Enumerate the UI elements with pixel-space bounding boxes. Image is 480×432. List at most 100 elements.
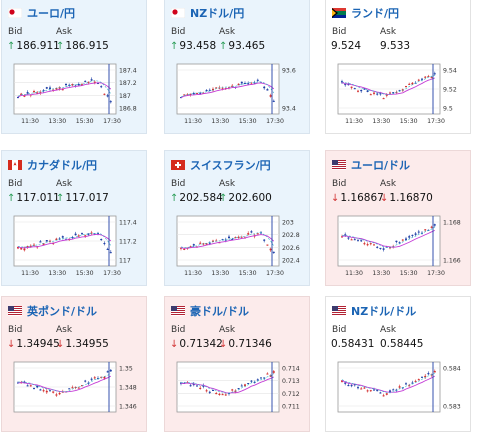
bid-value-group: ↓1.16867 [331, 192, 384, 204]
candle-body [93, 377, 96, 379]
candle-body [106, 371, 109, 373]
candle-body [17, 97, 19, 99]
candle-body [385, 94, 388, 96]
rate-card[interactable]: ランド/円 Bid Ask 9.524 9.533 9.54 9.52 9.5 11:30 13:… [325, 0, 471, 134]
currency-pair-link[interactable]: 英ポンド/ドル [8, 303, 97, 319]
candle-body [382, 248, 385, 250]
rate-card[interactable]: 豪ドル/ドル Bid Ask ↓0.71342 ↓0.71346 0.714 0.713 0.… [164, 296, 310, 432]
rate-card[interactable]: ユーロ/ドル Bid Ask ↓1.16867 ↓1.16870 1.168 1.166 11… [325, 150, 471, 286]
candle-body [237, 236, 240, 238]
x-tick-label: 13:30 [48, 118, 66, 125]
candle-body [65, 83, 67, 86]
candle-body [77, 235, 80, 237]
candle-body [430, 77, 433, 79]
candle-body [199, 92, 202, 94]
moving-average-line-2 [341, 226, 435, 248]
mini-chart-container[interactable]: 0.714 0.713 0.712 0.711 [171, 360, 305, 430]
mini-chart-container[interactable]: 1.35 1.348 1.346 [8, 360, 142, 430]
candle-body [389, 247, 391, 249]
currency-pair-name: スイスフラン/円 [190, 159, 271, 172]
candle-body [433, 73, 436, 75]
y-tick-label: 9.54 [443, 68, 457, 75]
candle-body [376, 390, 379, 392]
currency-pair-link[interactable]: スイスフラン/円 [171, 157, 271, 173]
rate-card[interactable]: カナダドル/円 Bid Ask ↑117.011 ↑117.017 117.4 117.2 1… [1, 150, 147, 286]
currency-pair-link[interactable]: ランド/円 [332, 5, 399, 21]
candle-body [71, 237, 74, 239]
candle-body [106, 95, 109, 97]
ask-value: 117.017 [65, 192, 109, 204]
arrow-down-icon: ↓ [170, 339, 179, 350]
candle-body [253, 382, 256, 384]
moving-average-line [341, 375, 436, 393]
currency-pair-link[interactable]: ユーロ/ドル [332, 157, 410, 173]
currency-pair-link[interactable]: NZドル/ドル [332, 303, 416, 319]
rate-card[interactable]: 英ポンド/ドル Bid Ask ↓1.34945 ↓1.34955 1.35 1.348 1.… [1, 296, 147, 432]
x-tick-label: 17:30 [266, 118, 284, 125]
candle-body [272, 100, 275, 102]
bid-label: Bid [8, 27, 23, 37]
mini-chart-container[interactable]: 1.168 1.166 11:30 13:30 15:30 17:30 [332, 214, 466, 284]
candle-body [341, 380, 343, 382]
candle-body [398, 386, 401, 388]
candle-body [427, 76, 430, 78]
candle-body [344, 84, 347, 86]
candle-body [52, 391, 55, 393]
candle-body [39, 389, 42, 391]
flag-icon [171, 160, 185, 170]
candle-body [395, 240, 398, 243]
candle-body [61, 391, 64, 393]
candle-body [87, 81, 90, 83]
y-tick-label: 202.8 [282, 232, 300, 239]
rate-card[interactable]: NZドル/ドル Bid Ask 0.58431 0.58445 0.584 0.583 [325, 296, 471, 432]
currency-pair-link[interactable]: ユーロ/円 [7, 5, 75, 21]
x-tick-label: 15:30 [239, 270, 257, 277]
arrow-down-icon: ↓ [380, 193, 389, 204]
flag-icon [8, 160, 22, 170]
ask-value: 0.58445 [380, 338, 424, 350]
y-tick-label: 93.6 [282, 68, 296, 75]
candle-body [244, 83, 246, 85]
mini-chart-container[interactable]: 93.6 93.4 11:30 13:30 15:30 17:30 [171, 62, 305, 132]
ask-label: Ask [56, 27, 73, 37]
rate-card[interactable]: スイスフラン/円 Bid Ask ↑202.584 ↑202.600 203 202.8 20… [164, 150, 310, 286]
flag-icon [332, 8, 346, 18]
moving-average-line-2 [17, 373, 111, 393]
candle-body [221, 394, 224, 396]
mini-chart: 93.6 93.4 11:30 13:30 15:30 17:30 [176, 63, 296, 125]
moving-average-line-2 [341, 372, 435, 394]
x-tick-label: 13:30 [372, 118, 390, 125]
candle-body [36, 92, 39, 94]
mini-chart-container[interactable]: 203 202.8 202.6 202.4 11:30 13:30 15:30 17:30 [171, 214, 305, 284]
arrow-up-icon: ↑ [7, 193, 16, 204]
currency-pair-link[interactable]: カナダドル/円 [8, 157, 97, 173]
candle-body [71, 387, 74, 389]
candle-body [202, 385, 205, 387]
y-tick-label: 93.4 [282, 106, 296, 113]
mini-chart: 117.4 117.2 117 11:30 13:30 15:30 17:30 [13, 215, 137, 277]
bid-label: Bid [8, 325, 23, 335]
currency-pair-link[interactable]: 豪ドル/ドル [171, 303, 249, 319]
candle-body [350, 86, 353, 88]
rate-card[interactable]: ユーロ/円 Bid Ask ↑186.911 ↑186.915 187.4 187.2 187… [1, 0, 147, 134]
moving-average-line [17, 82, 112, 98]
mini-chart-container[interactable]: 0.584 0.583 [332, 360, 466, 430]
candle-body [360, 388, 363, 390]
rate-card[interactable]: NZドル/円 Bid Ask ↑93.458 ↑93.465 93.6 93.4 11:30 1… [164, 0, 310, 134]
mini-chart-container[interactable]: 9.54 9.52 9.5 11:30 13:30 15:30 17:30 [332, 62, 466, 132]
currency-pair-link[interactable]: NZドル/円 [170, 5, 244, 21]
mini-chart: 203 202.8 202.6 202.4 11:30 13:30 15:30 17:30 [176, 215, 300, 277]
candle-body [376, 93, 379, 95]
candle-body [231, 389, 234, 391]
y-tick-label: 187.4 [119, 68, 137, 75]
mini-chart-container[interactable]: 117.4 117.2 117 11:30 13:30 15:30 17:30 [8, 214, 142, 284]
mini-chart-container[interactable]: 187.4 187.2 187 186.8 11:30 13:30 15:30 17:30 [8, 62, 142, 132]
bid-value: 0.58431 [331, 338, 375, 350]
candle-body [20, 248, 23, 250]
candle-body [350, 385, 353, 387]
candle-body [215, 87, 218, 89]
arrow-down-icon: ↓ [331, 193, 340, 204]
candle-body [392, 92, 395, 94]
ask-value-group: ↑202.600 [219, 192, 272, 204]
bid-value-group: ↓0.71342 [170, 338, 223, 350]
